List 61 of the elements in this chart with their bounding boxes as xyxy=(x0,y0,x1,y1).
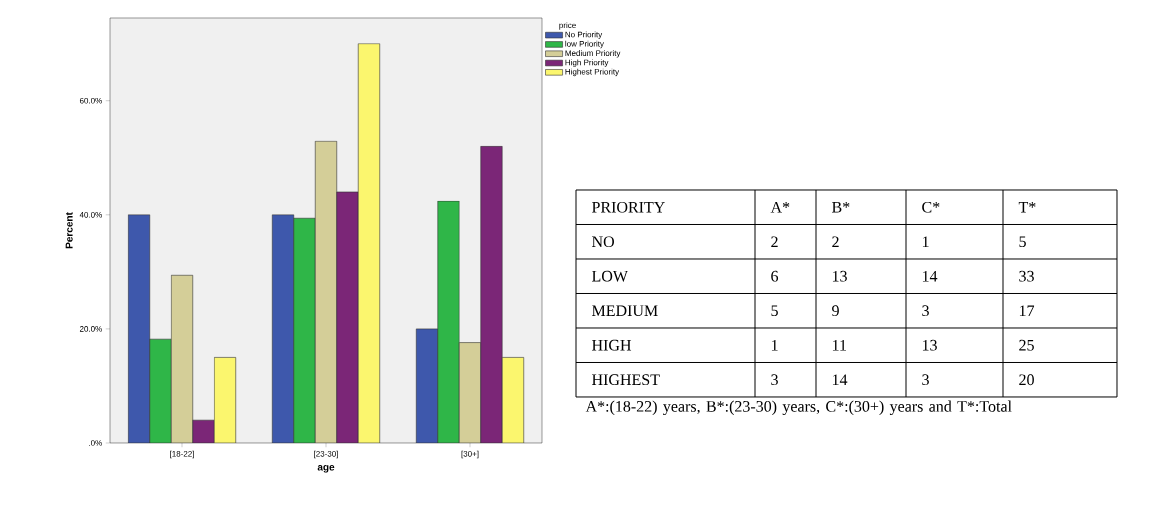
x-tick-label: [23-30] xyxy=(314,450,338,459)
data-label: 5 xyxy=(771,305,778,317)
bar xyxy=(314,140,338,443)
y-tick-label: HIGHEST xyxy=(591,374,660,386)
data-label: 11 xyxy=(832,339,846,351)
y-axis-title: PRIORITY xyxy=(591,201,665,213)
x-tick-label: B* xyxy=(831,201,850,213)
bar xyxy=(415,328,439,443)
bar xyxy=(127,214,151,443)
legend-label: Medium Priority xyxy=(565,50,621,58)
legend-label: High Priority xyxy=(565,59,609,67)
bar xyxy=(357,43,381,443)
y-tick-label: 20.0% xyxy=(79,326,102,332)
x-tick-label: T* xyxy=(1018,202,1036,213)
bar xyxy=(271,214,295,443)
x-tick-label: C* xyxy=(922,201,940,213)
data-label: 1 xyxy=(771,339,778,351)
data-label: 3 xyxy=(922,305,929,317)
data-label: 3 xyxy=(771,374,778,386)
data-label: 17 xyxy=(1019,305,1035,317)
bar xyxy=(480,146,503,443)
bar xyxy=(149,338,172,443)
y-tick-label: MEDIUM xyxy=(591,305,658,317)
legend-label: Highest Priority xyxy=(565,68,620,77)
legend-label: No Priority xyxy=(565,31,603,39)
data-label: 25 xyxy=(1019,339,1034,351)
bar xyxy=(293,217,316,443)
x-tick-label: A* xyxy=(770,201,790,213)
y-tick-label: 60.0% xyxy=(79,97,102,104)
legend-title: price xyxy=(559,22,576,30)
data-label: 14 xyxy=(832,374,848,386)
data-label: 6 xyxy=(771,270,779,282)
data-label: 2 xyxy=(771,236,778,248)
data-label: 5 xyxy=(1019,236,1026,248)
bar xyxy=(192,419,215,443)
y-tick-label: 40.0% xyxy=(79,211,102,218)
bar xyxy=(213,357,237,443)
y-tick-label: NO xyxy=(591,236,614,248)
legend-label: low Priority xyxy=(565,40,604,49)
bar xyxy=(336,191,359,443)
data-label: 9 xyxy=(832,305,839,317)
data-label: 1 xyxy=(922,236,929,248)
bar xyxy=(501,357,525,443)
x-axis-title: age xyxy=(317,465,335,473)
data-label: 2 xyxy=(832,236,839,248)
data-label: 20 xyxy=(1019,374,1034,386)
y-tick-label: LOW xyxy=(591,270,628,282)
data-label: 33 xyxy=(1019,270,1034,282)
y-tick-label: .0% xyxy=(89,440,102,446)
bar xyxy=(170,274,194,443)
data-label: 13 xyxy=(832,270,847,282)
data-label: 14 xyxy=(922,270,938,282)
bar xyxy=(437,200,460,443)
data-label: 13 xyxy=(922,339,937,351)
text: A*:(18-22) years, B*:(23-30) years, C*:(30+) years and T*:Total xyxy=(585,400,1012,416)
y-axis-title: Percent xyxy=(65,212,73,249)
data-label: 3 xyxy=(922,374,929,386)
x-tick-label: [30+] xyxy=(461,450,479,459)
x-tick-label: [18-22] xyxy=(170,450,194,459)
bar xyxy=(458,342,482,443)
y-tick-label: HIGH xyxy=(591,339,632,351)
